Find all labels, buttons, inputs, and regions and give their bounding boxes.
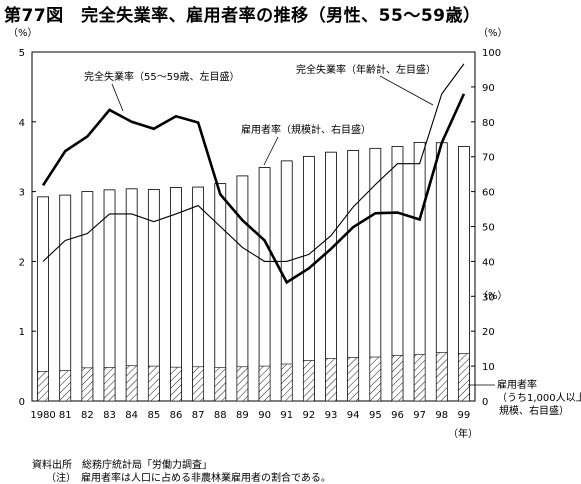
right-axis-tick-label: 90 xyxy=(482,83,495,94)
x-axis-tick-label: 87 xyxy=(192,410,205,421)
right-axis-tick-label: 80 xyxy=(482,118,495,129)
source-note: 資料出所 総務庁統計局「労働力調査」 xyxy=(32,460,212,471)
bar-employment-rate-large xyxy=(303,360,315,402)
bar-employment-rate-large xyxy=(258,365,271,402)
right-axis-tick-label: 20 xyxy=(482,327,495,338)
annotation-unemployment-all: 完全失業率（年齢計、左目盛） xyxy=(296,63,436,76)
annotation-employment-large-2: （うち1,000人以上 xyxy=(497,392,581,404)
bar-employment-rate-total xyxy=(59,194,72,402)
x-axis-tick-label: 88 xyxy=(214,410,227,421)
left-axis-tick-label: 2 xyxy=(19,257,25,268)
right-axis-tick-label: 0 xyxy=(482,397,488,408)
left-axis-unit: （%） xyxy=(8,27,38,39)
bar-employment-rate-total xyxy=(37,196,49,402)
bar-employment-rate-large xyxy=(369,356,382,402)
x-axis-tick-label: 94 xyxy=(347,410,360,421)
left-axis-tick-label: 3 xyxy=(19,188,25,199)
bar-employment-rate-large xyxy=(59,370,72,402)
right-axis-tick-label: 50 xyxy=(482,223,495,234)
bar-employment-rate-large xyxy=(325,358,337,402)
bar-employment-rate-large xyxy=(192,366,204,402)
right-axis-tick-label: 70 xyxy=(482,153,495,164)
x-axis-tick-label: 96 xyxy=(391,410,404,421)
annotation-employment-large-3: 規模、右目盛） xyxy=(499,404,569,417)
plot-frame xyxy=(31,51,476,402)
x-axis-tick-label: 93 xyxy=(325,410,338,421)
line-unemployment-all-ages xyxy=(42,63,465,262)
leader-unemployment-all xyxy=(379,75,434,106)
bar-employment-rate-large xyxy=(236,366,249,402)
bar-employment-rate-large xyxy=(103,367,116,402)
x-axis-tick-label: 97 xyxy=(413,410,426,421)
right-axis-unit-mid: （%） xyxy=(478,290,508,302)
right-axis-tick-label: 40 xyxy=(482,257,495,268)
right-axis-tick-label: 30 xyxy=(482,292,495,303)
bar-employment-rate-large xyxy=(435,352,448,402)
x-axis-tick-label: 91 xyxy=(280,410,293,421)
left-axis-tick-label: 4 xyxy=(19,118,25,129)
leader-employment-rate xyxy=(263,136,279,166)
bar-employment-rate-large xyxy=(391,354,404,402)
bar-employment-rate-large xyxy=(413,354,426,402)
left-axis-tick-label: 1 xyxy=(19,327,25,338)
line-unemployment-55-59 xyxy=(41,93,466,285)
bar-employment-rate-large xyxy=(347,357,359,402)
x-axis-tick-label: 98 xyxy=(435,410,448,421)
footnote: （注） 雇用者率は人口に占める非農林業雇用者の割合である。 xyxy=(46,473,331,484)
bar-employment-rate-large xyxy=(125,365,138,402)
bar-employment-rate-large xyxy=(458,353,470,402)
x-axis-tick-label: 99 xyxy=(458,410,471,421)
annotation-employment-rate: 雇用者率（規模計、右目盛） xyxy=(241,123,371,136)
x-axis-tick-label: 95 xyxy=(369,410,382,421)
bar-employment-rate-large xyxy=(37,371,49,402)
x-axis-tick-label: 92 xyxy=(303,410,316,421)
bar-employment-rate-large xyxy=(214,367,227,402)
x-axis-unit: （年） xyxy=(448,427,478,440)
bar-employment-rate-large xyxy=(81,367,94,402)
right-axis-tick-label: 100 xyxy=(482,48,501,59)
x-axis-tick-label: 83 xyxy=(103,410,116,421)
annotation-employment-large-1: 雇用者率 xyxy=(497,378,537,391)
bar-employment-rate-large xyxy=(170,366,182,402)
leader-unemployment-55-59 xyxy=(111,83,124,112)
x-axis-tick-label: 1980 xyxy=(30,410,55,421)
right-axis-tick-label: 60 xyxy=(482,188,495,199)
x-axis-tick-label: 81 xyxy=(59,410,72,421)
annotation-unemployment-55-59: 完全失業率（55〜59歳、左目盛） xyxy=(84,70,239,83)
left-axis-tick-label: 5 xyxy=(19,48,25,59)
x-axis-tick-label: 90 xyxy=(258,410,271,421)
right-axis-unit: （%） xyxy=(478,27,508,39)
x-axis-tick-label: 85 xyxy=(147,410,160,421)
right-axis-tick-label: 10 xyxy=(482,362,495,373)
x-axis-tick-label: 82 xyxy=(81,410,94,421)
x-axis-tick-label: 84 xyxy=(125,410,138,421)
x-axis-tick-label: 89 xyxy=(236,410,249,421)
bar-employment-rate-large xyxy=(148,365,160,402)
page-title: 第77図 完全失業率、雇用者率の推移（男性、55〜59歳） xyxy=(4,6,481,26)
x-axis-tick-label: 86 xyxy=(170,410,183,421)
bar-employment-rate-large xyxy=(280,363,293,402)
left-axis-tick-label: 0 xyxy=(19,397,25,408)
